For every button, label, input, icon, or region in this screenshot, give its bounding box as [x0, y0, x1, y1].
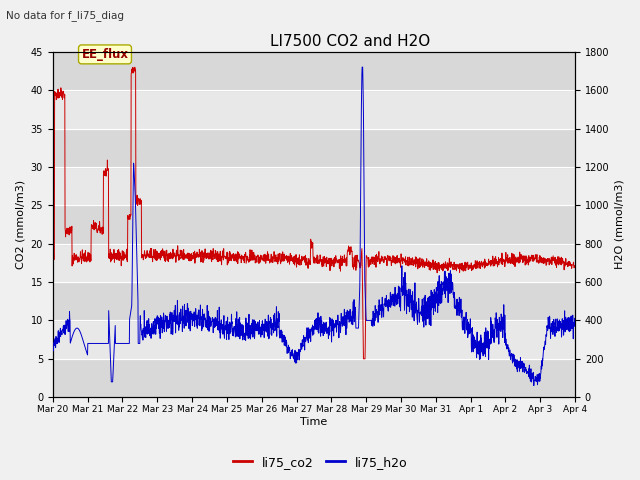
Bar — [52, 129, 575, 167]
Y-axis label: H2O (mmol/m3): H2O (mmol/m3) — [615, 180, 625, 269]
Title: LI7500 CO2 and H2O: LI7500 CO2 and H2O — [270, 34, 431, 49]
Text: No data for f_li75_diag: No data for f_li75_diag — [6, 10, 124, 21]
Bar — [52, 321, 575, 359]
Legend: li75_co2, li75_h2o: li75_co2, li75_h2o — [228, 451, 412, 474]
Bar — [52, 52, 575, 90]
Text: EE_flux: EE_flux — [81, 48, 129, 61]
Bar — [52, 90, 575, 129]
Y-axis label: CO2 (mmol/m3): CO2 (mmol/m3) — [15, 180, 25, 269]
X-axis label: Time: Time — [300, 417, 328, 427]
Bar — [52, 167, 575, 205]
Bar — [52, 244, 575, 282]
Bar — [52, 359, 575, 397]
Bar — [52, 205, 575, 244]
Bar — [52, 282, 575, 321]
